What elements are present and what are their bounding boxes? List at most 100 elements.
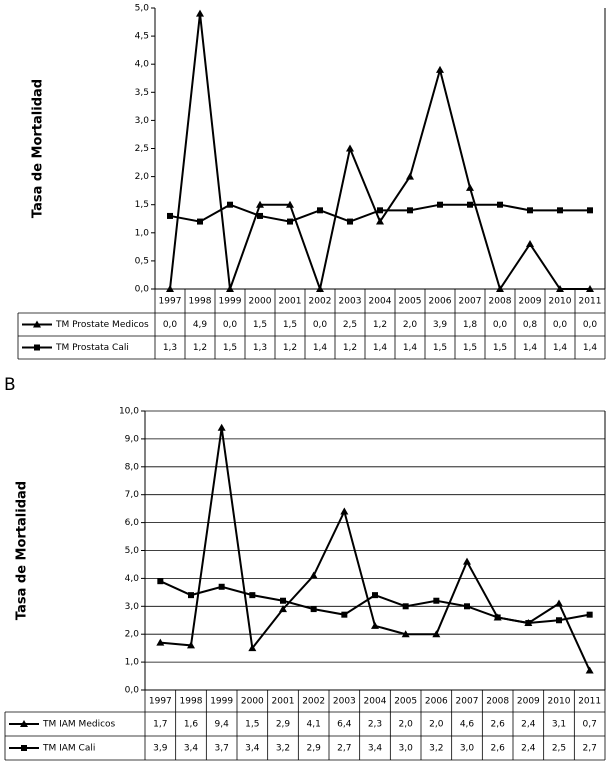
x-tick-label: 2007 [456, 697, 479, 707]
data-point [437, 201, 443, 208]
data-point [407, 207, 413, 214]
data-point [218, 583, 225, 590]
x-tick-label: 2004 [364, 697, 387, 707]
data-point [249, 592, 256, 599]
data-point [402, 603, 409, 610]
data-point [433, 597, 440, 604]
data-point [197, 218, 203, 225]
data-point [279, 605, 287, 613]
y-tick-label: 4,0 [125, 574, 140, 584]
table-value: 1,2 [193, 343, 207, 353]
data-point [287, 218, 293, 225]
data-point [346, 144, 354, 152]
table-value: 2,4 [521, 720, 536, 730]
table-value: 1,3 [253, 343, 267, 353]
table-value: 4,1 [307, 720, 321, 730]
table-value: 0,0 [583, 320, 598, 330]
table-value: 4,9 [193, 320, 208, 330]
x-tick-label: 2010 [548, 697, 571, 707]
table-value: 1,7 [153, 720, 167, 730]
table-value: 1,5 [283, 320, 297, 330]
data-point [372, 592, 378, 599]
y-tick-label: 5,0 [135, 4, 150, 14]
table-value: 1,5 [223, 343, 237, 353]
y-tick-label: 0,0 [135, 285, 150, 295]
y-tick-label: 9,0 [125, 434, 140, 444]
x-tick-label: 1999 [210, 697, 233, 707]
table-value: 2,0 [403, 320, 418, 330]
data-point [340, 507, 349, 515]
data-point [377, 207, 383, 214]
data-point [167, 212, 173, 219]
table-value: 1,4 [403, 343, 418, 353]
data-point [467, 201, 473, 208]
y-tick-label: 7,0 [125, 490, 140, 500]
data-point [587, 207, 593, 214]
x-tick-label: 1997 [159, 297, 182, 307]
data-point [497, 201, 503, 208]
table-value: 2,9 [276, 720, 291, 730]
data-point [257, 212, 263, 219]
x-tick-label: 2007 [459, 297, 482, 307]
x-tick-label: 2002 [302, 697, 325, 707]
data-point [525, 620, 532, 627]
y-axis-label: Tasa de Mortalidad [31, 79, 46, 218]
y-tick-label: 8,0 [125, 462, 140, 472]
table-value: 3,4 [184, 744, 199, 754]
table-value: 2,5 [343, 320, 357, 330]
table-value: 3,0 [399, 744, 414, 754]
y-tick-label: 2,0 [125, 630, 140, 640]
x-tick-label: 2001 [279, 297, 302, 307]
table-value: 1,5 [463, 343, 477, 353]
x-tick-label: 2003 [339, 297, 362, 307]
data-point [556, 617, 562, 624]
y-tick-label: 3,5 [135, 88, 149, 98]
y-tick-label: 5,0 [125, 546, 140, 556]
legend-label: TM IAM Medicos [42, 720, 116, 730]
legend-label: TM Prostata Cali [55, 343, 129, 353]
data-point [496, 285, 504, 292]
table-value: 2,7 [583, 744, 597, 754]
data-point [401, 630, 410, 638]
x-tick-label: 2000 [241, 697, 264, 707]
data-point [406, 172, 414, 180]
data-point [463, 557, 471, 565]
y-tick-label: 0,5 [135, 256, 149, 266]
x-tick-label: 2004 [369, 297, 392, 307]
table-value: 2,4 [521, 744, 536, 754]
table-value: 0,8 [523, 320, 538, 330]
x-tick-label: 2011 [578, 697, 601, 707]
x-tick-label: 1997 [149, 697, 172, 707]
data-point [248, 644, 257, 652]
table-value: 3,2 [429, 744, 443, 754]
data-point [156, 638, 165, 646]
x-tick-label: 2002 [309, 297, 332, 307]
data-point [376, 217, 384, 225]
x-tick-label: 2009 [519, 297, 542, 307]
table-value: 4,6 [460, 720, 475, 730]
y-tick-label: 3,0 [135, 116, 150, 126]
legend-marker [20, 720, 28, 727]
table-value: 1,4 [583, 343, 598, 353]
table-value: 2,6 [491, 720, 506, 730]
x-tick-label: 2006 [429, 297, 452, 307]
x-tick-label: 1999 [219, 297, 242, 307]
table-value: 1,4 [313, 343, 328, 353]
table-value: 1,4 [553, 343, 568, 353]
y-tick-label: 0,0 [125, 686, 140, 696]
data-point [286, 200, 294, 208]
data-point [526, 240, 534, 248]
y-axis-label: Tasa de Mortalidad [15, 481, 30, 620]
table-value: 1,5 [253, 320, 267, 330]
table-value: 2,0 [429, 720, 444, 730]
y-tick-label: 1,0 [135, 228, 150, 238]
table-value: 1,2 [343, 343, 357, 353]
y-tick-label: 1,5 [135, 200, 149, 210]
data-point [464, 603, 470, 610]
table-value: 1,5 [493, 343, 507, 353]
table-value: 3,4 [368, 744, 383, 754]
x-tick-label: 2000 [249, 297, 272, 307]
data-point [466, 183, 474, 191]
table-value: 1,3 [163, 343, 177, 353]
